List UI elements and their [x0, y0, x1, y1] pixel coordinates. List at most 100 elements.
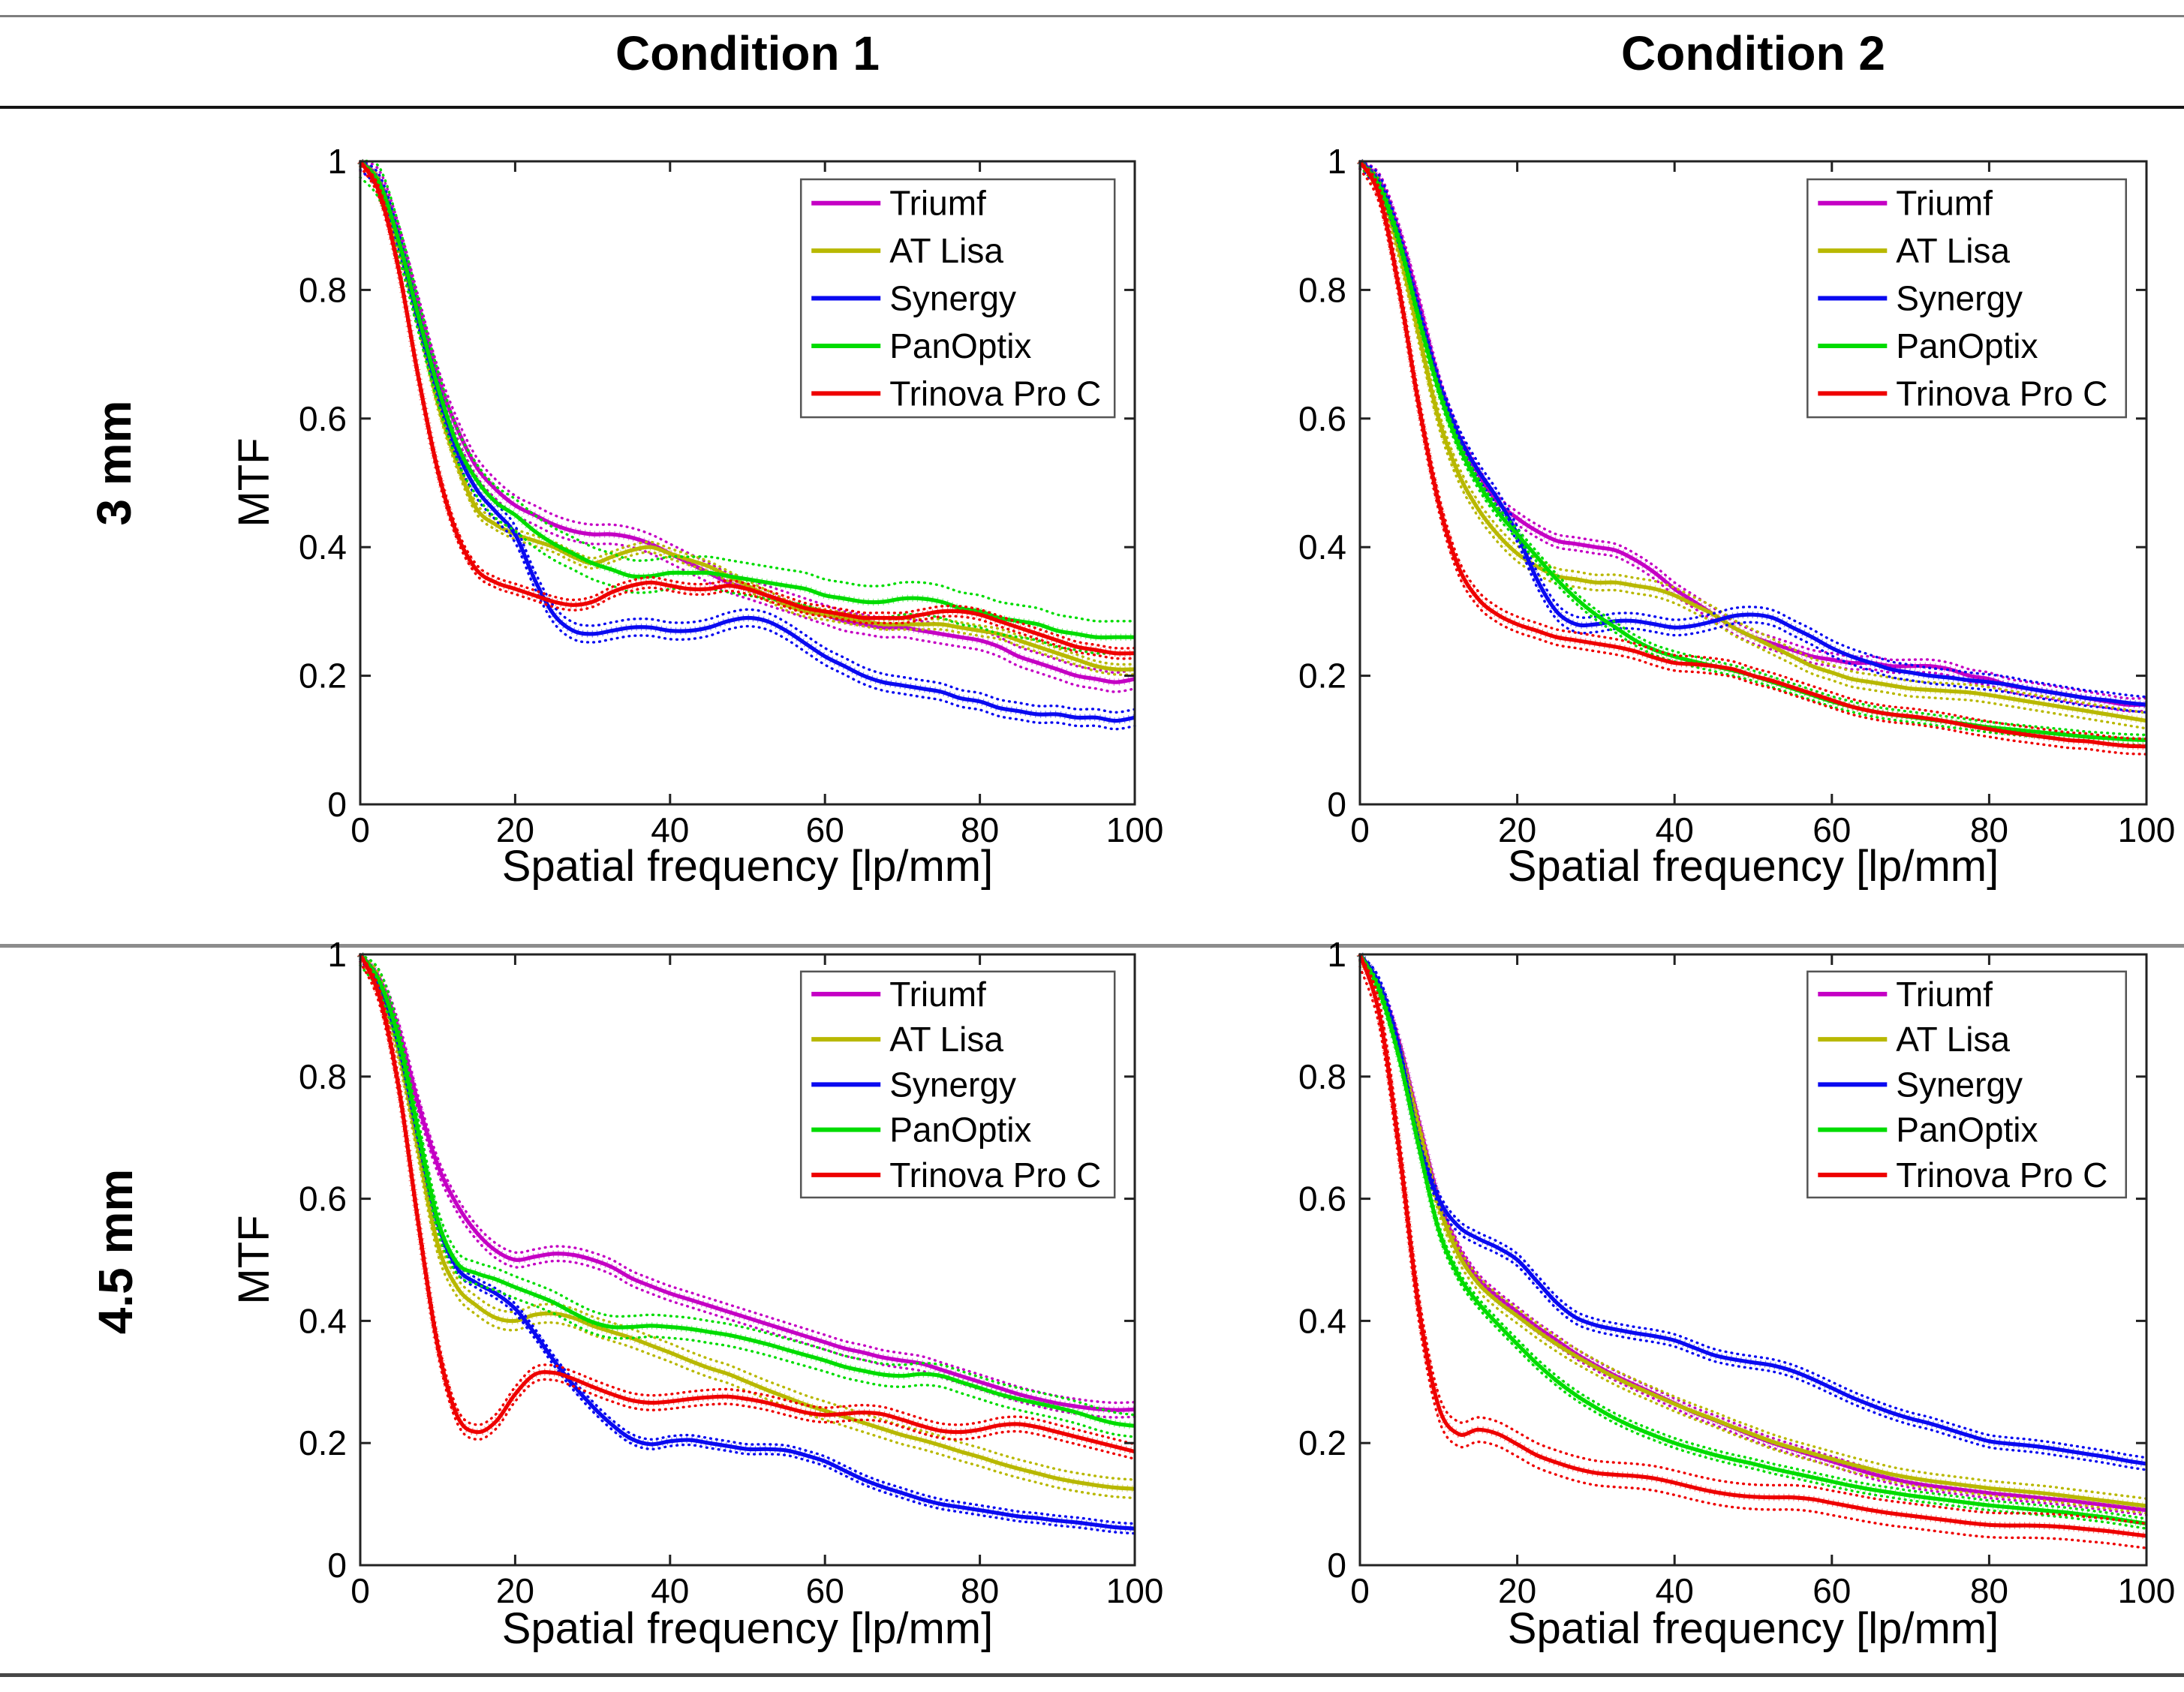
axes-box	[359, 953, 1136, 1567]
series-at-lisa	[1357, 158, 2148, 730]
curve-synergy	[359, 160, 1136, 723]
legend: Triumf AT Lisa Synergy PanOptix Trinova Pro …	[799, 970, 1116, 1199]
column-header-condition-1: Condition 1	[615, 26, 880, 80]
series-synergy	[1357, 952, 2148, 1471]
x-tick-label: 0	[1350, 810, 1370, 849]
curve-trinova-pro-c	[1358, 954, 2147, 1538]
x-axis-label-top-right: Spatial frequency [lp/mm]	[1507, 842, 1999, 891]
x-tick-label: 20	[1498, 810, 1536, 849]
x-tick-label: 0	[350, 810, 370, 849]
band-lower-trinova-pro-c	[359, 165, 1136, 660]
series-synergy	[357, 158, 1136, 731]
x-tick-label: 80	[1970, 1571, 2008, 1610]
band-lower-at-lisa	[1358, 960, 2148, 1515]
band-upper-trinova-pro-c	[359, 160, 1136, 650]
axes-box	[1358, 160, 2148, 806]
y-tick-label: 1	[1327, 142, 1346, 181]
band-upper-triumf	[1358, 953, 2148, 1507]
y-tick-label: 0.8	[299, 1057, 347, 1096]
plot-3mm-condition2: 0 20 40 60 80 100 0 0.2 0.4 0.6 0.8 1 Triumf AT Lisa S…	[1298, 142, 2175, 849]
curve-synergy	[358, 953, 1136, 1531]
curve-trinova-pro-c	[358, 160, 1136, 656]
y-tick-label: 0.8	[299, 270, 347, 309]
y-tick-label: 0.2	[1298, 1423, 1346, 1462]
y-tick-label: 0.6	[299, 1180, 347, 1219]
x-tick-label: 20	[1498, 1571, 1536, 1610]
band-lower-triumf	[359, 170, 1136, 693]
legend-label-synergy: Synergy	[1896, 279, 2023, 318]
y-tick-label: 0	[1327, 785, 1346, 824]
legend-label-trinova-pro-c: Trinova Pro C	[1896, 1156, 2107, 1195]
bottom-rule	[0, 1673, 2184, 1677]
x-tick-label: 100	[2118, 810, 2176, 849]
legend-label-trinova-pro-c: Trinova Pro C	[1896, 374, 2107, 413]
series-at-lisa	[356, 952, 1136, 1500]
x-axis-label-top-left: Spatial frequency [lp/mm]	[501, 842, 994, 891]
y-tick-label: 0.2	[299, 657, 347, 696]
band-upper-panoptix	[359, 953, 1136, 1417]
y-tick-label: 0	[327, 785, 347, 824]
band-lower-panoptix	[359, 176, 1136, 655]
y-tick-label: 0.6	[1298, 1180, 1346, 1219]
curve-at-lisa	[1358, 160, 2147, 723]
curve-markers-at-lisa	[356, 952, 1136, 1493]
y-tick-label: 0.2	[1298, 657, 1346, 696]
column-header-condition-2: Condition 2	[1621, 26, 1885, 80]
curve-markers-panoptix	[357, 158, 1135, 642]
y-tick-label: 0.4	[299, 1301, 347, 1340]
band-lower-at-lisa	[359, 962, 1136, 1500]
curve-markers-trinova-pro-c	[1356, 159, 2147, 750]
series-trinova-pro-c	[356, 952, 1136, 1461]
band-lower-trinova-pro-c	[1358, 167, 2148, 756]
x-tick-label: 40	[651, 810, 689, 849]
band-lower-synergy	[1358, 167, 2148, 714]
band-lower-synergy	[1358, 959, 2148, 1471]
series-trinova-pro-c	[356, 159, 1136, 660]
legend-label-at-lisa: AT Lisa	[889, 231, 1003, 270]
x-tick-label: 80	[961, 1571, 999, 1610]
y-tick-label: 0	[1327, 1546, 1346, 1585]
legend-label-triumf: Triumf	[889, 184, 986, 223]
x-tick-label: 100	[2118, 1571, 2176, 1610]
row-divider-rule	[0, 944, 2184, 948]
legend-label-at-lisa: AT Lisa	[1896, 1020, 2010, 1059]
band-upper-panoptix	[359, 159, 1136, 623]
band-lower-triumf	[359, 960, 1136, 1419]
axes-box	[1358, 953, 2148, 1567]
legend-label-triumf: Triumf	[889, 975, 986, 1014]
x-tick-label: 60	[806, 810, 844, 849]
legend-label-synergy: Synergy	[889, 279, 1016, 318]
y-tick-label: 0.4	[299, 527, 347, 567]
series-group	[356, 158, 1136, 731]
band-lower-trinova-pro-c	[1358, 965, 2148, 1549]
plot-4.5mm-condition2: 0 20 40 60 80 100 0 0.2 0.4 0.6 0.8 1 Triumf AT Lisa S…	[1298, 935, 2175, 1610]
curve-markers-triumf	[1357, 952, 2147, 1514]
x-tick-label: 100	[1106, 1571, 1164, 1610]
plot-4.5mm-condition1: 0 20 40 60 80 100 0 0.2 0.4 0.6 0.8 1 Triumf AT Lisa S…	[299, 935, 1163, 1610]
legend-label-trinova-pro-c: Trinova Pro C	[889, 374, 1101, 413]
series-group	[1356, 158, 2148, 756]
band-upper-at-lisa	[1358, 160, 2148, 714]
x-tick-label: 60	[1812, 1571, 1851, 1610]
series-group	[356, 951, 1136, 1535]
series-panoptix	[357, 952, 1136, 1438]
band-upper-synergy	[359, 953, 1136, 1525]
curve-markers-triumf	[357, 951, 1136, 1414]
band-lower-trinova-pro-c	[359, 960, 1136, 1461]
band-upper-trinova-pro-c	[1358, 953, 2148, 1525]
band-upper-synergy	[1358, 953, 2148, 1459]
y-tick-label: 0.8	[1298, 270, 1346, 309]
y-tick-label: 0.4	[1298, 1301, 1346, 1340]
legend-label-panoptix: PanOptix	[1896, 1110, 2038, 1150]
series-group	[1356, 952, 2148, 1549]
y-tick-label: 0.6	[299, 399, 347, 438]
band-upper-panoptix	[1358, 160, 2148, 737]
y-tick-label: 1	[327, 935, 347, 974]
curve-markers-at-lisa	[1356, 952, 2147, 1510]
series-panoptix	[357, 158, 1136, 655]
legend-label-trinova-pro-c: Trinova Pro C	[889, 1156, 1101, 1195]
x-tick-label: 80	[961, 810, 999, 849]
curve-markers-panoptix	[1356, 952, 2147, 1528]
